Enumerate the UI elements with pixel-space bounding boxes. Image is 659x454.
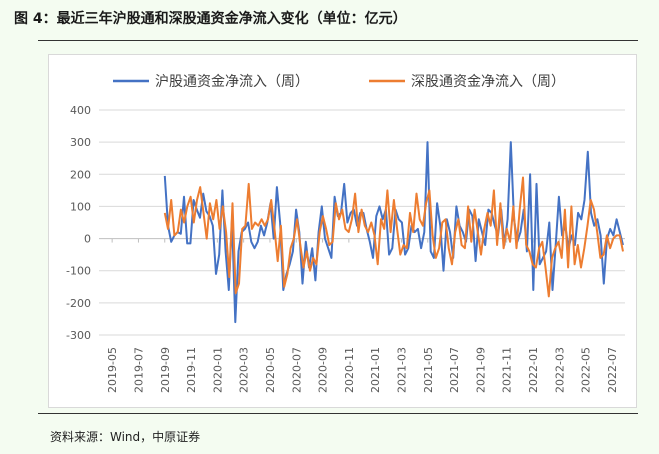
y-tick-label: 300 [70,136,91,149]
line-chart: 沪股通资金净流入（周） 深股通资金净流入（周） -300 -200 -100 0 100… [66,74,625,393]
x-tick-label: 2020-07 [290,347,303,393]
x-tick-label: 2020-11 [343,347,356,393]
bottom-rule [38,413,638,414]
x-tick-label: 2021-07 [448,347,461,393]
x-tick-label: 2021-01 [369,347,382,393]
series-line-sz [163,176,624,298]
x-tick-label: 2019-09 [159,347,172,393]
legend-label-sz: 深股通资金净流入（周） [411,74,565,90]
x-tick-label: 2021-11 [501,347,514,393]
x-tick-label: 2019-11 [185,347,198,393]
y-tick-label: -100 [66,265,91,278]
y-tick-label: -200 [66,297,91,310]
source-note: 资料来源：Wind，中原证券 [50,430,201,444]
chart-area: 沪股通资金净流入（周） 深股通资金净流入（周） -300 -200 -100 0 100… [48,54,637,408]
y-tick-label: 200 [70,168,91,181]
x-tick-label: 2021-05 [422,347,435,393]
x-tick-label: 2021-09 [474,347,487,393]
y-tick-label: 0 [84,233,91,246]
series-layer [163,141,624,324]
x-tick-label: 2022-07 [606,347,619,393]
x-tick-label: 2021-03 [395,347,408,393]
x-tick-label: 2022-03 [553,347,566,393]
y-tick-label: 100 [70,200,91,213]
x-tick-label: 2020-09 [317,347,330,393]
figure-title: 图 4：最近三年沪股通和深股通资金净流入变化（单位：亿元） [14,11,407,27]
x-tick-label: 2020-03 [238,347,251,393]
x-tick-label: 2022-05 [580,347,593,393]
legend-label-sh: 沪股通资金净流入（周） [155,74,309,90]
x-tick-label: 2019-05 [106,347,119,393]
x-tick-label: 2019-07 [132,347,145,393]
x-tick-label: 2022-01 [527,347,540,393]
legend: 沪股通资金净流入（周） 深股通资金净流入（周） [113,74,565,90]
x-tick-label: 2020-01 [211,347,224,393]
x-axis: 2019-05 2019-07 2019-09 2019-11 2020-01 2020-… [106,238,619,393]
x-tick-label: 2020-05 [264,347,277,393]
y-axis: -300 -200 -100 0 100 200 300 400 [66,104,91,342]
gridlines [99,109,625,336]
y-tick-label: 400 [70,104,91,117]
y-tick-label: -300 [66,329,91,342]
top-rule [38,40,638,41]
